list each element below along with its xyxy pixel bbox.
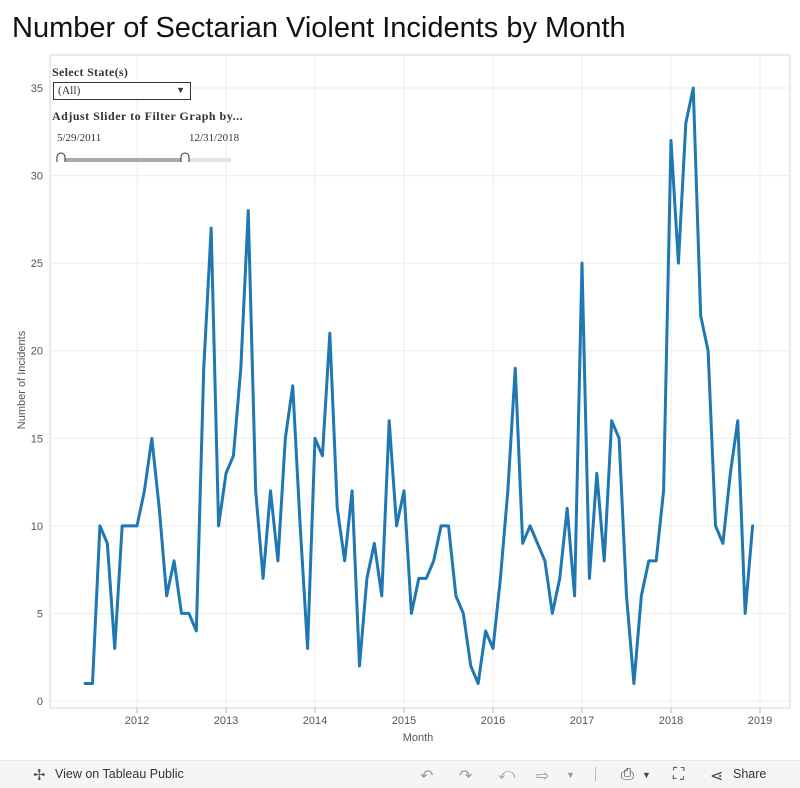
- refresh-menu-icon[interactable]: ▼: [566, 770, 575, 780]
- tableau-logo-icon: ✢: [33, 766, 46, 784]
- y-tick-label: 35: [31, 83, 43, 95]
- y-axis-label: Number of Incidents: [16, 330, 28, 429]
- download-icon[interactable]: ⎙: [621, 766, 634, 784]
- y-tick-label: 10: [31, 521, 43, 533]
- x-tick-label: 2015: [392, 715, 416, 727]
- x-tick-label: 2019: [748, 715, 772, 727]
- x-tick-label: 2017: [570, 715, 594, 727]
- x-axis-label: Month: [403, 732, 434, 744]
- revert-icon[interactable]: ⤺: [498, 766, 515, 784]
- toolbar-divider: [595, 767, 596, 781]
- refresh-icon[interactable]: ⇨: [536, 766, 549, 786]
- share-button[interactable]: Share: [733, 767, 766, 781]
- x-tick-label: 2014: [303, 715, 327, 727]
- slider-start-date: 5/29/2011: [57, 132, 101, 144]
- share-icon[interactable]: ⋖: [710, 766, 723, 786]
- slider-handle-end[interactable]: [181, 153, 189, 162]
- state-filter-label: Select State(s): [52, 65, 128, 80]
- x-tick-label: 2013: [214, 715, 238, 727]
- x-tick-label: 2018: [659, 715, 683, 727]
- slider-handle-start[interactable]: [57, 153, 65, 162]
- slider-range: [62, 158, 186, 162]
- undo-icon[interactable]: ↶: [420, 766, 433, 786]
- y-tick-label: 20: [31, 346, 43, 358]
- slider-label: Adjust Slider to Filter Graph by...: [52, 109, 243, 124]
- state-filter-value: (All): [58, 85, 80, 97]
- y-tick-label: 5: [37, 608, 43, 620]
- y-tick-label: 15: [31, 433, 43, 445]
- view-on-tableau-link[interactable]: View on Tableau Public: [55, 767, 184, 781]
- fullscreen-icon[interactable]: ⛶: [673, 766, 684, 784]
- x-tick-label: 2016: [481, 715, 505, 727]
- redo-icon[interactable]: ↷: [459, 766, 472, 786]
- download-menu-icon[interactable]: ▼: [642, 770, 651, 780]
- tableau-toolbar: ✢ View on Tableau Public ↶ ↷ ⤺ ⇨ ▼ ⎙ ▼ ⛶…: [0, 760, 800, 788]
- y-tick-label: 30: [31, 171, 43, 183]
- y-tick-label: 0: [37, 696, 43, 708]
- plot-area: [50, 55, 790, 708]
- y-tick-label: 25: [31, 258, 43, 270]
- slider-end-date: 12/31/2018: [189, 132, 239, 144]
- state-filter-dropdown[interactable]: (All) ▼: [53, 82, 191, 100]
- dropdown-arrow-icon: ▼: [176, 85, 185, 95]
- x-tick-label: 2012: [125, 715, 149, 727]
